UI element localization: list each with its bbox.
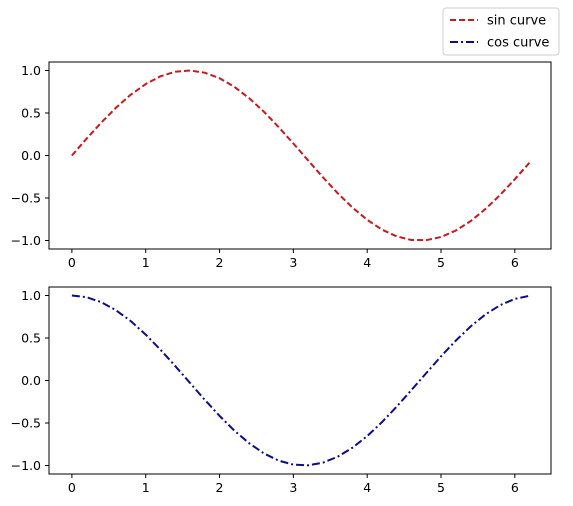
x-tick-label: 6 <box>511 480 519 495</box>
y-tick-label: 0.5 <box>21 106 41 121</box>
legend-label-cos: cos curve <box>487 36 549 51</box>
y-tick-label: 0.0 <box>21 148 41 163</box>
legend: sin curve cos curve <box>442 7 560 56</box>
x-tick-label: 6 <box>511 255 519 270</box>
x-tick-label: 5 <box>437 255 445 270</box>
y-tick-label: −0.5 <box>11 416 41 431</box>
x-tick-label: 0 <box>68 255 76 270</box>
x-tick-label: 1 <box>142 255 150 270</box>
plot-area-frame <box>48 286 552 475</box>
x-tick-label: 5 <box>437 480 445 495</box>
x-tick-label: 4 <box>363 255 371 270</box>
x-tick-label: 2 <box>216 480 224 495</box>
y-tick-label: −0.5 <box>11 191 41 206</box>
y-tick-label: −1.0 <box>11 233 41 248</box>
y-tick-label: 0.0 <box>21 373 41 388</box>
plot-area-frame <box>48 61 552 250</box>
y-tick-label: 1.0 <box>21 63 41 78</box>
x-tick-label: 3 <box>289 480 297 495</box>
x-tick-label: 3 <box>289 255 297 270</box>
y-tick-label: 1.0 <box>21 288 41 303</box>
x-tick-label: 4 <box>363 480 371 495</box>
series-line-cos-curve <box>71 294 530 467</box>
y-tick-label: 0.5 <box>21 331 41 346</box>
subplot-1: 0 1 2 3 4 5 6 1.0 0.5 0.0 −0.5 −1.0 <box>11 61 552 270</box>
y-tick-label: −1.0 <box>11 458 41 473</box>
x-tick-label: 1 <box>142 480 150 495</box>
x-tick-label: 0 <box>68 480 76 495</box>
subplot-2: 0 1 2 3 4 5 6 1.0 0.5 0.0 −0.5 −1.0 <box>11 286 552 495</box>
legend-label-sin: sin curve <box>487 14 546 29</box>
series-line-sin-curve <box>71 69 531 242</box>
x-tick-label: 2 <box>216 255 224 270</box>
